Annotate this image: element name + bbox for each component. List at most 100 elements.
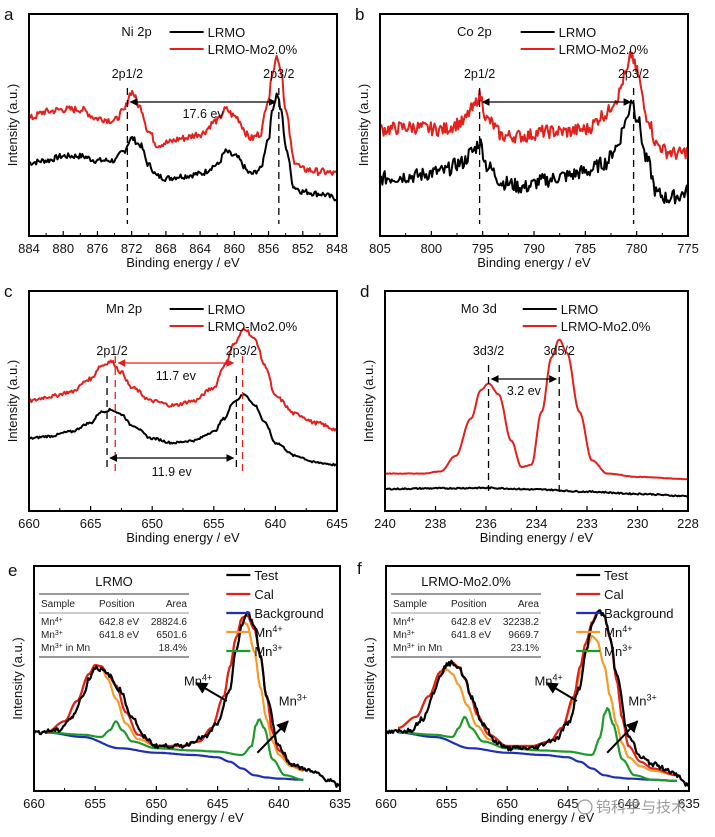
series-line-background [398,731,677,782]
legend: Mn 2p LRMO LRMO-Mo2.0% [106,301,298,334]
x-tick-label: 650 [146,796,168,811]
panel-d: d 240 238 236 234 233 230 228 Binding energy / e… [360,282,699,545]
y-axis-title: Intensity (a.u.) [5,84,20,166]
x-tick-label: 872 [121,241,143,256]
series-line-lrmo-mo2-0- [29,54,337,177]
x-tick-label: 640 [268,796,290,811]
species-arrow [545,682,578,702]
x-tick-label: 848 [326,241,348,256]
legend-label: Mn4+ [254,624,282,640]
series-group [34,611,340,788]
panel-letter: b [355,5,364,24]
x-tick-label: 234 [526,516,548,531]
x-tick-label: 880 [52,241,74,256]
inset-table: LRMO-Mo2.0% Sample Position Area Mn4+ 642.8 e… [391,574,541,658]
legend: Test Cal Background Mn4+ Mn3+ [576,568,674,659]
peak-label: 2p1/2 [96,344,127,358]
panel-letter: a [4,5,14,24]
x-tick-label: 228 [677,516,699,531]
inset-cell: 641.8 eV [99,630,139,641]
panel-letter: c [4,282,13,301]
series-group [29,327,337,467]
legend: Test Cal Background Mn4+ Mn3+ [226,568,324,659]
legend-label: Mn4+ [604,624,632,640]
inset-cell: 642.8 eV [451,617,491,628]
element-label: Co 2p [457,24,492,39]
legend-label: LRMO-Mo2.0% [559,42,649,57]
x-tick-label: 856 [258,241,280,256]
species-label: Mn4+ [534,672,562,688]
x-tick-label: 655 [436,796,458,811]
x-tick-label: 795 [472,241,494,256]
legend: Co 2p LRMO LRMO-Mo2.0% [457,24,649,57]
series-group [380,51,688,205]
x-axis-title: Binding energy / eV [481,810,595,825]
wechat-icon [577,799,593,815]
y-axis-title: Intensity (a.u.) [356,84,371,166]
x-tick-label: 240 [374,516,396,531]
x-axis-title: Binding energy / eV [477,255,591,270]
x-tick-label: 785 [574,241,596,256]
plot-frame [384,290,689,512]
plot-frame [28,13,338,237]
plot-frame [33,565,341,792]
inset-cell: Mn3+ in Mn [41,643,90,655]
legend-label: Background [604,606,673,621]
series-line-test [386,609,689,788]
x-tick-label: 655 [203,516,225,531]
x-tick-label: 645 [557,796,579,811]
panel-letter: d [360,282,369,301]
legend-label: LRMO [561,302,599,317]
species-arrow [195,682,228,702]
annotations: Mn4+ Mn3+ [534,672,657,754]
inset-cell: 642.8 eV [99,617,139,628]
inset-cell: 32238.2 [503,617,540,628]
inset-cell: Mn3+ in Mn [393,643,442,655]
x-tick-label: 640 [618,796,640,811]
legend-label: Test [254,568,278,583]
x-tick-label: 236 [475,516,497,531]
series-line-mn3- [398,707,677,782]
plot-frame [379,13,689,237]
x-tick-label: 884 [18,241,40,256]
y-axis-title: Intensity (a.u.) [361,360,376,442]
splitting-label: 3.2 ev [507,384,542,398]
inset-col-header: Area [518,599,540,610]
series-line-lrmo-mo2-0- [385,338,688,481]
annotations: Mn4+ Mn3+ [184,672,307,754]
annotations: 3d3/2 3d5/2 3.2 ev [473,344,575,491]
legend-label: LRMO-Mo2.0% [208,319,298,334]
legend: Mo 3d LRMO LRMO-Mo2.0% [461,301,651,334]
x-tick-label: 790 [523,241,545,256]
panel-b: b 805 800 795 790 785 780 775 Binding energy / e… [355,5,699,270]
inset-cell: Mn4+ [41,617,63,629]
y-axis-title: Intensity (a.u.) [362,637,377,719]
peak-label: 2p3/2 [618,67,649,81]
x-tick-label: 852 [292,241,314,256]
x-tick-label: 660 [23,796,45,811]
x-tick-label: 230 [627,516,649,531]
inset-cell: Mn4+ [393,617,415,629]
x-tick-label: 645 [207,796,229,811]
annotations: 2p1/2 2p3/2 17.6 ev [112,67,295,224]
peak-label: 2p1/2 [112,67,143,81]
series-line-lrmo [29,393,337,467]
splitting-label: 17.6 ev [183,107,225,121]
element-label: Ni 2p [121,24,151,39]
legend-label: Cal [604,587,624,602]
peak-label: 2p3/2 [226,344,257,358]
legend-label: LRMO [208,25,246,40]
watermark: 钨科学与技术 [577,799,686,816]
peak-label: 3d5/2 [544,344,575,358]
x-tick-label: 860 [223,241,245,256]
element-label: Mo 3d [461,301,497,316]
plot-frame [28,290,338,512]
legend-label: Background [254,606,323,621]
panel-f: f 660 655 650 645 640 635 Binding energy / eV In… [357,559,700,825]
peak-label: 2p1/2 [464,67,495,81]
inset-col-header: Sample [41,599,75,610]
y-axis-title: Intensity (a.u.) [5,360,20,442]
species-label: Mn3+ [628,693,656,709]
x-tick-label: 864 [189,241,211,256]
inset-col-header: Area [166,599,188,610]
